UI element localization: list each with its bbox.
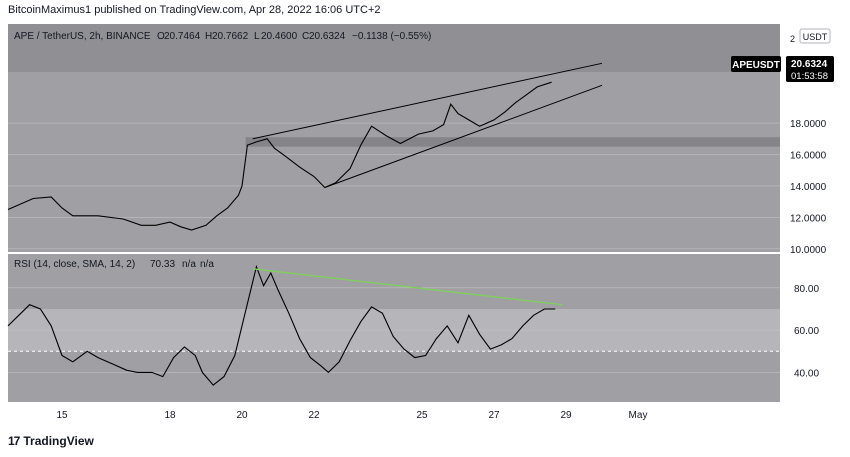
time-tick-label: 15 (56, 410, 68, 421)
svg-text:n/a: n/a (182, 259, 196, 270)
time-tick-label: 18 (164, 410, 176, 421)
svg-text:20.4600: 20.4600 (261, 31, 298, 42)
price-tick-label: 12.0000 (790, 213, 827, 224)
time-tick-label: 25 (416, 410, 428, 421)
bar-countdown: 01:53:58 (791, 71, 828, 82)
wedge-trendline-2 (324, 84, 603, 189)
svg-text:H: H (205, 31, 212, 42)
price-tick-label: 10.0000 (790, 245, 827, 256)
price-axis[interactable]: 10.0000 12.0000 14.0000 16.0000 18.0000 (790, 119, 827, 256)
price-tick-label: 14.0000 (790, 182, 827, 193)
wedge-trendlines (252, 62, 603, 189)
tradingview-brand: TradingView (23, 434, 94, 448)
time-tick-label: 22 (308, 410, 320, 421)
svg-text:O: O (157, 31, 165, 42)
rsi-series-line (7, 264, 556, 386)
svg-text:20.7662: 20.7662 (212, 31, 249, 42)
tradingview-logo-icon: 17 (8, 434, 20, 448)
rsi-axis[interactable]: 40.00 60.00 80.00 (794, 284, 819, 380)
symbol-label: APE / TetherUS, 2h, BINANCE (14, 31, 151, 42)
price-series-line (7, 81, 552, 231)
ohlc-readout: O 20.7464 H 20.7662 L 20.4600 C 20.6324 … (157, 31, 431, 42)
time-axis[interactable]: 15 18 20 22 25 27 29 May (56, 410, 647, 421)
svg-text:20.6324: 20.6324 (309, 31, 346, 42)
grid-lines (8, 122, 780, 373)
tradingview-logo[interactable]: 17 TradingView (8, 434, 94, 448)
time-tick-label: 27 (488, 410, 500, 421)
rsi-tick-label: 40.00 (794, 368, 819, 379)
last-price-value: 20.6324 (791, 59, 828, 70)
svg-text:−0.1138 (−0.55%): −0.1138 (−0.55%) (352, 31, 431, 42)
rsi-legend: RSI (14, close, SMA, 14, 2) 70.33 n/a n/… (14, 259, 214, 270)
svg-text:n/a: n/a (200, 259, 214, 270)
svg-text:L: L (254, 31, 260, 42)
rsi-tick-label: 60.00 (794, 326, 819, 337)
currency-badge-label: USDT (803, 32, 828, 42)
top-partial-tick: 2 (790, 34, 795, 44)
price-upper-band (8, 24, 780, 72)
time-tick-label: 20 (236, 410, 248, 421)
support-zone (245, 137, 781, 147)
price-tick-label: 18.0000 (790, 119, 827, 130)
symbol-price-tag-label: APEUSDT (732, 60, 780, 71)
time-tick-label: May (629, 410, 648, 421)
last-price-tag (786, 56, 834, 82)
svg-text:C: C (302, 31, 309, 42)
rsi-tick-label: 80.00 (794, 284, 819, 295)
time-tick-label: 29 (560, 410, 572, 421)
symbol-price-tag (731, 56, 781, 72)
rsi-divergence-line (252, 268, 563, 306)
wedge-trendline-1 (252, 62, 603, 140)
svg-text:70.33: 70.33 (150, 259, 175, 270)
svg-text:20.7464: 20.7464 (164, 31, 201, 42)
svg-text:RSI (14, close, SMA, 14, 2): RSI (14, close, SMA, 14, 2) (14, 259, 135, 270)
publisher-header: BitcoinMaximus1 published on TradingView… (8, 4, 381, 16)
currency-badge[interactable] (799, 28, 831, 44)
price-tick-label: 16.0000 (790, 151, 827, 162)
